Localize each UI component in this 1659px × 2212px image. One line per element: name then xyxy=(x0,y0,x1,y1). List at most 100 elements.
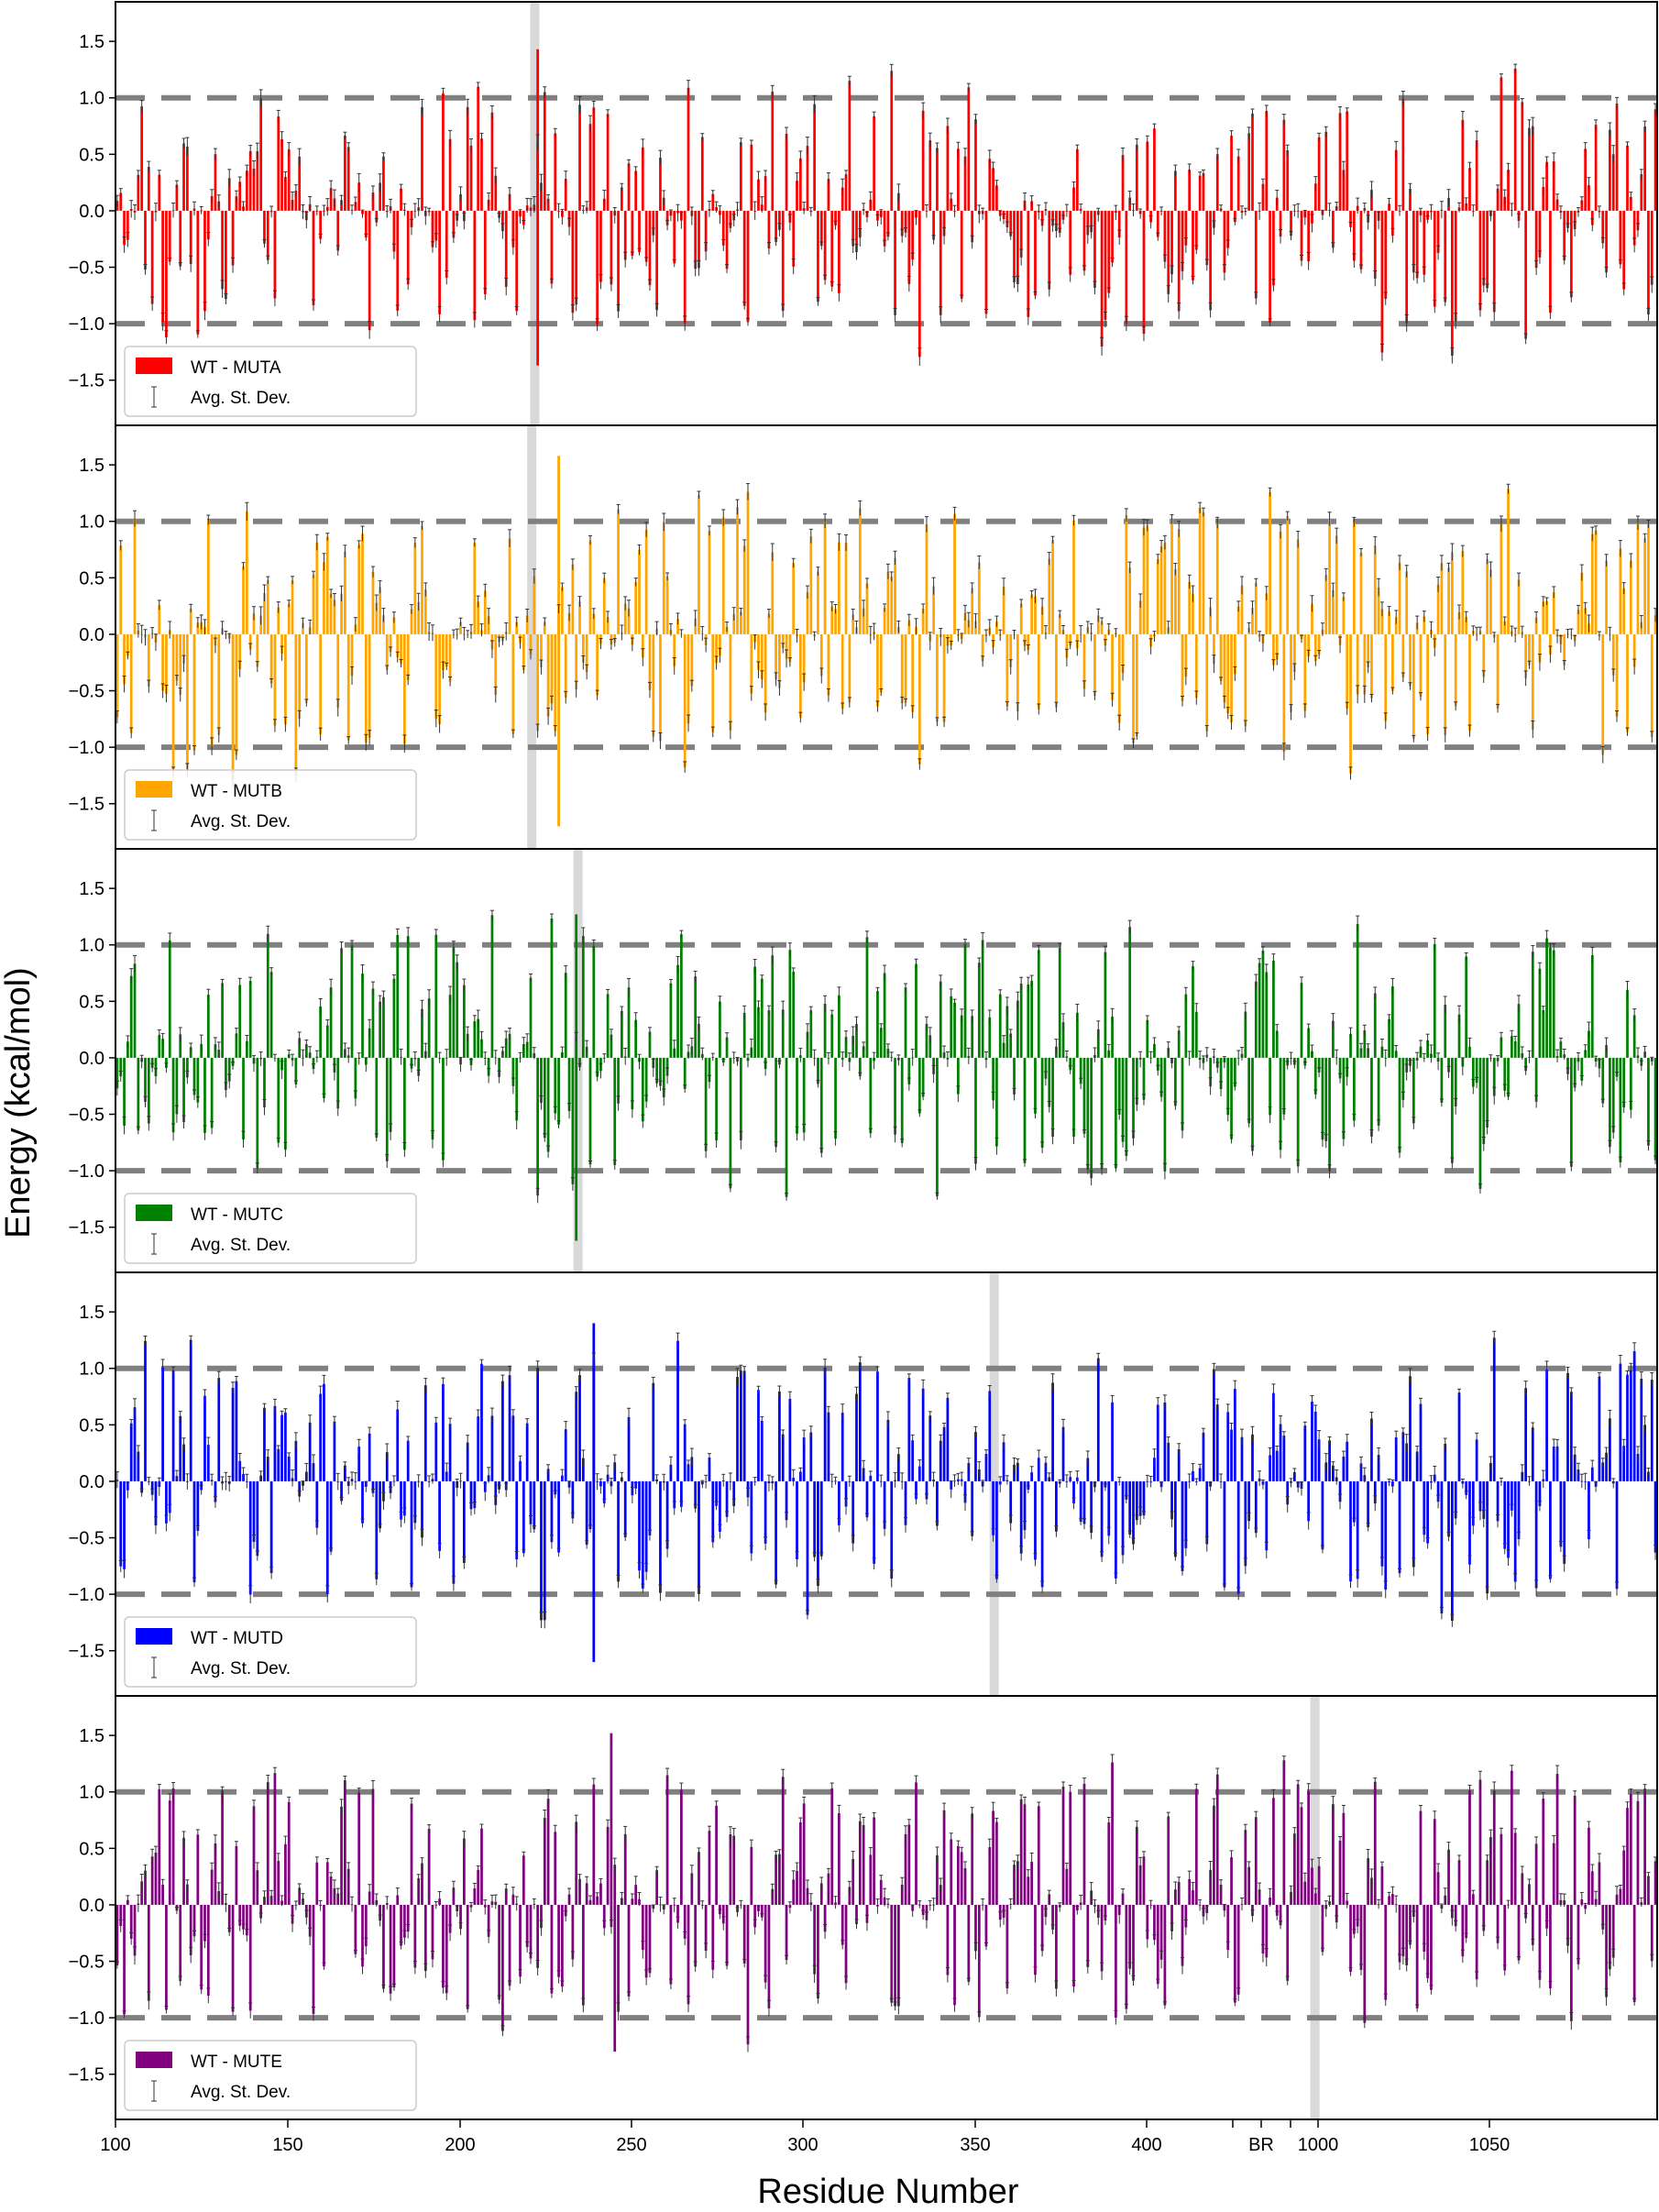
bar xyxy=(480,1039,483,1058)
bar xyxy=(379,1001,381,1058)
bar xyxy=(1034,596,1037,634)
bar xyxy=(907,620,911,634)
bar xyxy=(915,963,917,1058)
bar xyxy=(543,1480,546,1621)
bar xyxy=(1566,210,1569,228)
bar xyxy=(610,1034,613,1058)
bar xyxy=(1433,210,1436,307)
bar xyxy=(921,609,925,634)
bar xyxy=(785,633,788,659)
bar xyxy=(750,144,753,211)
bar xyxy=(1647,1471,1650,1481)
bar xyxy=(1037,1458,1040,1481)
bar xyxy=(1061,1022,1065,1058)
bar xyxy=(1265,1480,1269,1551)
bar xyxy=(294,633,298,776)
bar xyxy=(844,543,848,634)
bar xyxy=(1573,1057,1577,1088)
bar xyxy=(1111,210,1114,263)
bar xyxy=(161,1039,164,1058)
bar xyxy=(883,210,886,247)
bar xyxy=(1027,985,1030,1058)
y-tick-label: −1.0 xyxy=(69,314,104,335)
bar xyxy=(413,1480,417,1524)
bar xyxy=(858,1362,862,1481)
bar xyxy=(1619,548,1622,634)
bar xyxy=(823,210,827,281)
bar xyxy=(364,210,368,238)
bar xyxy=(277,1057,280,1143)
bar xyxy=(375,1480,379,1579)
bar xyxy=(834,1057,837,1139)
bar xyxy=(732,1480,736,1506)
bar xyxy=(1601,1057,1605,1104)
bar xyxy=(813,1480,817,1557)
bar xyxy=(1384,633,1388,721)
bar xyxy=(1545,161,1548,211)
bar xyxy=(550,210,554,284)
bar xyxy=(1601,210,1605,244)
bar xyxy=(1433,943,1436,1058)
bar xyxy=(519,1460,522,1481)
bar-extreme xyxy=(575,1057,578,1241)
bar xyxy=(1282,119,1286,211)
bar xyxy=(1468,168,1471,211)
bar xyxy=(1286,149,1290,211)
bar xyxy=(638,549,641,634)
bar xyxy=(953,513,956,634)
bar xyxy=(634,1019,638,1058)
bar xyxy=(1282,1057,1286,1115)
bar xyxy=(917,633,921,765)
bar xyxy=(900,633,904,704)
bar xyxy=(679,934,683,1058)
bar xyxy=(1156,1057,1159,1071)
bar xyxy=(1615,1057,1619,1077)
bar xyxy=(1482,1057,1486,1145)
bar xyxy=(907,1378,911,1481)
bar xyxy=(445,210,448,278)
bar xyxy=(304,1044,308,1058)
error-bars xyxy=(115,1330,1658,1629)
bar xyxy=(1321,1480,1324,1550)
y-tick-label: 0.0 xyxy=(79,1049,104,1069)
bar xyxy=(333,600,336,634)
bar xyxy=(788,633,792,663)
bar xyxy=(775,633,777,680)
bar xyxy=(1192,210,1194,281)
bar xyxy=(501,1381,504,1481)
bar xyxy=(227,1057,231,1082)
bar xyxy=(421,1008,423,1058)
bar xyxy=(185,146,189,211)
bar xyxy=(340,948,343,1058)
bar xyxy=(1282,1436,1286,1481)
bar xyxy=(1549,633,1552,655)
bar xyxy=(1254,210,1258,299)
bar xyxy=(340,200,343,211)
bar xyxy=(1611,1057,1615,1133)
bar xyxy=(189,1047,192,1058)
bar xyxy=(1132,1480,1135,1545)
bar xyxy=(1100,1480,1104,1557)
bar xyxy=(522,633,525,670)
bar xyxy=(1615,633,1619,717)
bar xyxy=(806,146,809,211)
bar xyxy=(1072,187,1075,211)
bar xyxy=(1654,1480,1657,1553)
bar xyxy=(354,1057,357,1099)
bar xyxy=(665,1480,669,1549)
bar xyxy=(298,156,302,211)
bar xyxy=(273,210,277,299)
bar xyxy=(575,210,578,305)
bar xyxy=(533,1480,536,1530)
bar xyxy=(382,156,385,211)
bar xyxy=(214,154,217,211)
bar xyxy=(1159,1057,1163,1097)
bar xyxy=(1367,1480,1369,1527)
bar xyxy=(248,150,252,211)
bar xyxy=(269,1480,273,1573)
bar xyxy=(434,1422,438,1481)
bar xyxy=(392,978,396,1058)
bar xyxy=(371,571,375,634)
bar xyxy=(886,210,890,237)
bar xyxy=(473,1480,477,1509)
